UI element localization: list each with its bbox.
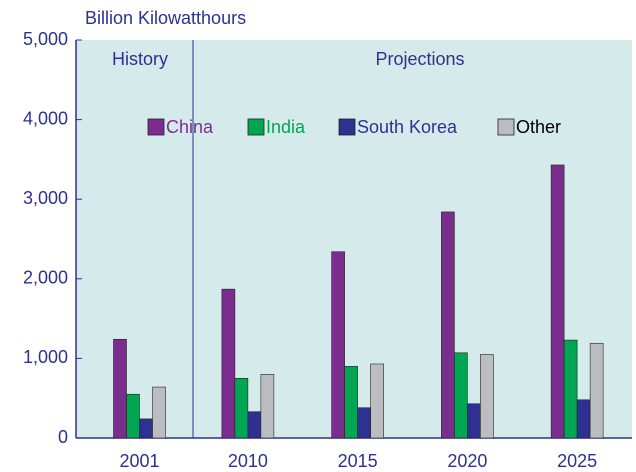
y-tick-label: 3,000 [23,188,68,208]
bar [152,386,166,439]
x-tick-label: 2001 [119,451,159,471]
bar [331,251,345,439]
projections-label: Projections [375,49,464,69]
bar [454,352,468,439]
legend-swatch [497,118,515,136]
bar [113,338,127,439]
bar [139,418,153,439]
y-tick-label: 1,000 [23,347,68,367]
bar [589,342,604,439]
bar [550,164,565,439]
bar [221,288,236,439]
legend-label: India [266,117,306,137]
bar [357,407,371,439]
legend-swatch [147,118,165,136]
bar [234,377,249,439]
legend-swatch [247,118,265,136]
bar [576,399,591,439]
bar [480,354,494,439]
y-tick-label: 4,000 [23,108,68,128]
y-axis-label: Billion Kilowatthours [85,8,246,28]
legend-label: China [166,117,214,137]
y-tick-label: 2,000 [23,268,68,288]
bar [370,363,384,439]
x-tick-label: 2015 [338,451,378,471]
y-tick-label: 5,000 [23,29,68,49]
bar [126,393,140,439]
bar [247,411,262,439]
legend-label: Other [516,117,561,137]
bar [467,403,481,439]
y-tick-label: 0 [58,427,68,447]
bar [563,339,578,439]
legend-label: South Korea [357,117,458,137]
x-tick-label: 2020 [447,451,487,471]
legend-swatch [338,118,356,136]
x-tick-label: 2025 [557,451,597,471]
bar [441,211,455,439]
bar [260,374,275,439]
history-label: History [112,49,168,69]
x-tick-label: 2010 [228,451,268,471]
bar [344,366,358,439]
